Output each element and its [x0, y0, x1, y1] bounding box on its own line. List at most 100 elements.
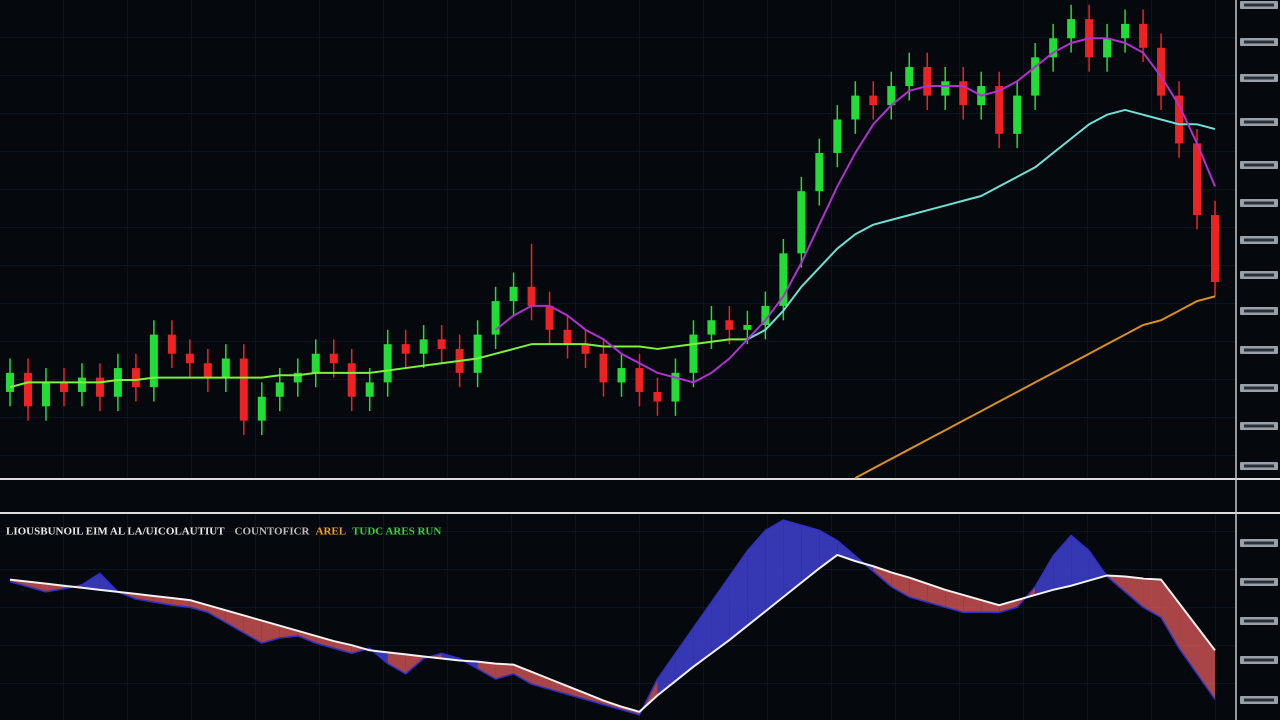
band-fill	[243, 615, 262, 644]
axis-badge-text	[1244, 424, 1274, 428]
band-fill	[297, 630, 316, 644]
band-fill	[1053, 535, 1072, 590]
band-fill	[693, 602, 712, 667]
band-fill	[225, 610, 244, 633]
candle-body	[635, 368, 644, 392]
axis-badge-text	[1244, 348, 1274, 352]
band-fill	[783, 520, 802, 597]
band-fill	[279, 625, 298, 638]
moving-average	[746, 108, 1216, 341]
candle-body	[923, 66, 932, 96]
candle-body	[365, 382, 374, 397]
candle-body	[833, 119, 842, 153]
candle-body	[1103, 38, 1112, 58]
band-fill	[999, 600, 1018, 613]
candle-body	[311, 353, 320, 373]
band-fill	[405, 654, 424, 674]
candle-body	[671, 372, 680, 402]
band-fill	[27, 581, 46, 592]
candle-body	[689, 334, 698, 373]
band-fill	[909, 577, 928, 603]
candle-body	[59, 382, 68, 392]
candle-body	[275, 382, 284, 397]
price-axis	[1240, 1, 1278, 704]
candle-body	[113, 368, 122, 397]
candle-body	[257, 396, 266, 421]
candle-body	[77, 377, 86, 392]
candle-body	[617, 368, 626, 383]
candle-body	[149, 334, 158, 388]
candle-body	[1175, 95, 1184, 144]
candle-body	[491, 301, 500, 335]
band-fill	[81, 573, 100, 590]
candle-body	[23, 372, 32, 407]
band-fill	[1161, 579, 1180, 649]
candle-body	[1013, 95, 1022, 134]
indicator-label: COUNTOFICR	[235, 526, 311, 538]
band-fill	[567, 686, 586, 700]
band-fill	[387, 652, 406, 674]
candle-body	[725, 320, 734, 330]
moving-average	[854, 295, 1216, 479]
candle-body	[851, 95, 860, 120]
candle-body	[401, 344, 410, 354]
candle-body	[869, 95, 878, 106]
candle-body	[221, 358, 230, 378]
candle-body	[1031, 57, 1040, 96]
candle-body	[653, 391, 662, 402]
candle-body	[131, 368, 140, 388]
band-fill	[657, 653, 676, 696]
candle-body	[1211, 215, 1219, 283]
axis-badge-text	[1244, 238, 1274, 242]
band-fill	[819, 530, 838, 569]
candle-body	[167, 334, 176, 354]
axis-badge-text	[1244, 698, 1274, 702]
moving-average	[9, 338, 748, 389]
candle-body	[1067, 19, 1076, 39]
indicator-label: LIOUSBUNOIL EIM AL LA/UICOLAUTIUT	[6, 526, 225, 538]
axis-badge-text	[1244, 309, 1274, 313]
candle-body	[995, 86, 1004, 134]
candle-body	[509, 286, 518, 302]
band-fill	[675, 627, 694, 682]
candle-body	[437, 339, 446, 349]
indicator-labels: LIOUSBUNOIL EIM AL LA/UICOLAUTIUT COUNTOF…	[6, 526, 441, 538]
band-fill	[927, 583, 946, 608]
candle-body	[563, 329, 572, 345]
candle-body	[743, 325, 752, 330]
candle-body	[383, 344, 392, 383]
candle-body	[293, 372, 302, 383]
candle-body	[329, 353, 338, 364]
candle-body	[1157, 47, 1166, 96]
band-fill	[513, 664, 532, 685]
candle-body	[887, 86, 896, 106]
candle-body	[815, 152, 824, 192]
macd-line	[9, 553, 1216, 713]
axis-badge-text	[1244, 3, 1274, 7]
band-fill	[891, 572, 910, 597]
axis-badge-text	[1244, 76, 1274, 80]
band-fill	[801, 525, 820, 583]
candle-body	[473, 334, 482, 373]
candle-body	[95, 377, 104, 397]
axis-badge-text	[1244, 541, 1274, 545]
grid	[0, 0, 1235, 478]
candle-body	[239, 358, 248, 421]
candle-body	[41, 382, 50, 407]
candle-body	[545, 305, 554, 330]
band-fill	[981, 600, 1000, 613]
candle-body	[779, 253, 788, 306]
candle-body	[1193, 143, 1202, 216]
candle-body	[1049, 38, 1058, 58]
axis-badge-text	[1244, 120, 1274, 124]
candle-body	[185, 353, 194, 364]
axis-badge-text	[1244, 273, 1274, 277]
candle-body	[797, 191, 806, 254]
axis-badge-text	[1244, 386, 1274, 390]
candle-body	[599, 353, 608, 383]
band-fill	[747, 530, 766, 626]
moving-average	[494, 37, 1216, 384]
band-fill	[1071, 535, 1090, 586]
band-fill	[765, 520, 784, 612]
